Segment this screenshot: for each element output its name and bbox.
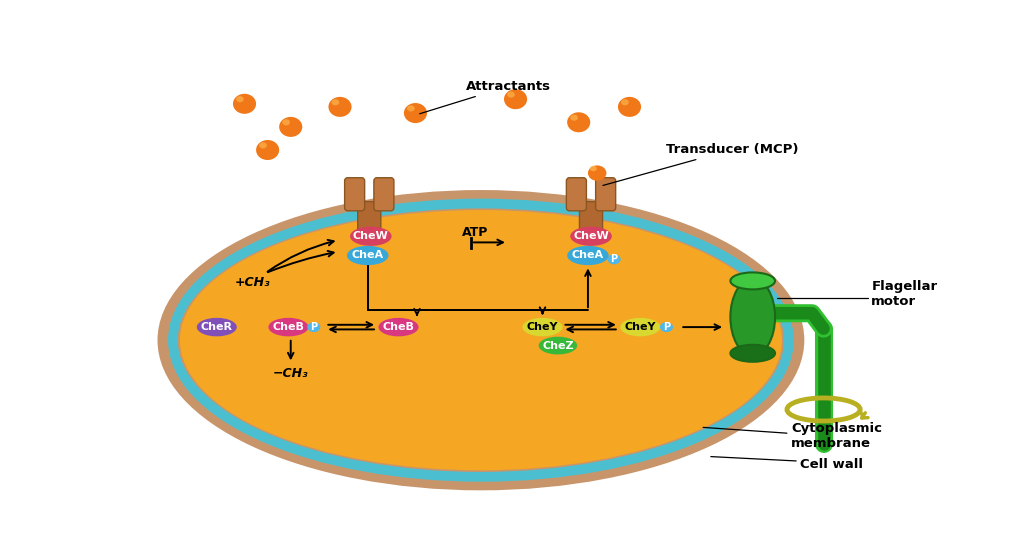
Ellipse shape bbox=[730, 345, 775, 361]
Ellipse shape bbox=[256, 140, 280, 160]
Text: CheY: CheY bbox=[625, 322, 656, 332]
Ellipse shape bbox=[407, 105, 415, 111]
Text: Cytoplasmic
membrane: Cytoplasmic membrane bbox=[792, 422, 883, 451]
Ellipse shape bbox=[621, 318, 660, 336]
Ellipse shape bbox=[347, 246, 388, 265]
Ellipse shape bbox=[329, 97, 351, 117]
Text: Cell wall: Cell wall bbox=[801, 458, 863, 471]
Ellipse shape bbox=[259, 142, 267, 149]
Ellipse shape bbox=[567, 113, 590, 133]
Ellipse shape bbox=[617, 97, 641, 117]
Ellipse shape bbox=[590, 166, 597, 171]
FancyBboxPatch shape bbox=[345, 178, 365, 211]
Text: CheB: CheB bbox=[272, 322, 304, 332]
Ellipse shape bbox=[507, 91, 515, 97]
Text: +CH₃: +CH₃ bbox=[234, 276, 270, 289]
Ellipse shape bbox=[621, 99, 629, 105]
Ellipse shape bbox=[379, 318, 419, 336]
Ellipse shape bbox=[588, 165, 606, 181]
Ellipse shape bbox=[504, 89, 527, 109]
Text: Transducer (MCP): Transducer (MCP) bbox=[603, 143, 799, 185]
Text: CheZ: CheZ bbox=[542, 340, 573, 350]
Ellipse shape bbox=[280, 117, 302, 137]
Ellipse shape bbox=[659, 322, 673, 332]
Text: CheB: CheB bbox=[383, 322, 415, 332]
FancyBboxPatch shape bbox=[566, 178, 587, 211]
Text: CheY: CheY bbox=[526, 322, 558, 332]
Ellipse shape bbox=[332, 99, 339, 105]
Ellipse shape bbox=[539, 337, 578, 354]
Ellipse shape bbox=[607, 255, 621, 265]
Text: CheR: CheR bbox=[201, 322, 232, 332]
Ellipse shape bbox=[567, 246, 608, 265]
Text: P: P bbox=[663, 322, 670, 332]
Text: Flagellar
motor: Flagellar motor bbox=[871, 280, 937, 308]
Ellipse shape bbox=[350, 227, 391, 246]
Ellipse shape bbox=[307, 322, 321, 332]
Ellipse shape bbox=[237, 96, 244, 102]
Ellipse shape bbox=[570, 115, 578, 121]
Text: CheA: CheA bbox=[571, 251, 604, 261]
Text: CheW: CheW bbox=[353, 231, 389, 241]
Ellipse shape bbox=[158, 190, 804, 490]
FancyBboxPatch shape bbox=[374, 178, 394, 211]
FancyBboxPatch shape bbox=[596, 178, 615, 211]
Ellipse shape bbox=[233, 94, 256, 114]
Ellipse shape bbox=[197, 318, 237, 336]
Ellipse shape bbox=[570, 227, 611, 246]
Text: CheA: CheA bbox=[351, 251, 384, 261]
Text: Attractants: Attractants bbox=[420, 80, 551, 114]
Ellipse shape bbox=[730, 278, 775, 355]
Ellipse shape bbox=[180, 210, 782, 470]
FancyBboxPatch shape bbox=[580, 202, 602, 237]
Ellipse shape bbox=[283, 119, 290, 125]
Ellipse shape bbox=[268, 318, 308, 336]
Text: P: P bbox=[610, 255, 617, 265]
Ellipse shape bbox=[522, 318, 562, 336]
Text: P: P bbox=[310, 322, 317, 332]
FancyBboxPatch shape bbox=[357, 202, 381, 237]
Ellipse shape bbox=[403, 103, 427, 123]
Text: ATP: ATP bbox=[462, 226, 488, 239]
Text: CheW: CheW bbox=[573, 231, 609, 241]
Text: −CH₃: −CH₃ bbox=[273, 367, 308, 380]
Ellipse shape bbox=[730, 272, 775, 290]
